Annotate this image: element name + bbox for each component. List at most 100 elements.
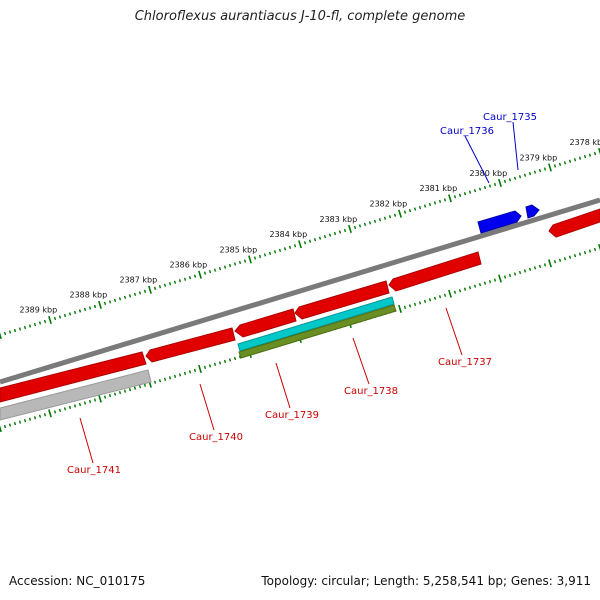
upper-scale-minor-tick xyxy=(53,316,57,321)
lower-scale-minor-tick xyxy=(218,361,222,365)
upper-scale-minor-tick xyxy=(433,201,437,205)
gene-caur_1738-cyan[interactable] xyxy=(237,296,395,352)
upper-scale-minor-tick xyxy=(563,161,567,165)
lower-scale-minor-tick xyxy=(133,386,137,390)
upper-scale-minor-tick xyxy=(173,280,177,284)
upper-scale-minor-tick xyxy=(283,247,287,251)
upper-scale-minor-tick xyxy=(438,199,442,204)
lower-scale-minor-tick xyxy=(108,393,112,398)
upper-scale-major-tick xyxy=(48,315,52,325)
scale-label-2388: 2388 kbp xyxy=(70,291,108,300)
lower-scale-minor-tick xyxy=(13,421,17,426)
upper-scale-minor-tick xyxy=(38,321,42,325)
lower-scale-minor-tick xyxy=(478,283,482,287)
lower-scale-minor-tick xyxy=(503,275,507,279)
lower-scale-minor-tick xyxy=(513,272,517,276)
lower-scale-major-tick xyxy=(0,425,2,433)
upper-scale-minor-tick xyxy=(108,300,112,304)
lower-scale-minor-tick xyxy=(528,267,532,272)
upper-scale-minor-tick xyxy=(493,182,497,187)
upper-scale-major-tick xyxy=(598,147,600,155)
upper-scale-minor-tick xyxy=(153,286,157,290)
lower-scale-minor-tick xyxy=(213,362,217,367)
gene-arrow-right-edge[interactable] xyxy=(548,208,600,238)
gene-label-caur_1741[interactable]: Caur_1741 xyxy=(67,465,121,476)
upper-scale-minor-tick xyxy=(583,155,587,159)
gene-caur_1738-olive[interactable] xyxy=(238,304,397,359)
upper-scale-major-tick xyxy=(548,163,552,172)
lower-scale-minor-tick xyxy=(138,385,142,389)
upper-scale-major-tick xyxy=(148,285,152,294)
scale-tick-labels: 2378 kbp 2379 kbp 2380 kbp 2381 kbp 2382 kbp… xyxy=(20,138,600,315)
genome-backbone xyxy=(0,197,600,385)
upper-scale-minor-tick xyxy=(278,248,282,252)
lower-scale-major-tick xyxy=(48,409,52,418)
gene-labels: Caur_1735 Caur_1736 Caur_1737 Caur_1738 … xyxy=(67,112,537,476)
lower-scale-minor-tick xyxy=(563,257,567,261)
upper-scale-minor-tick xyxy=(333,231,337,236)
upper-scale-minor-tick xyxy=(328,233,332,237)
gene-label-caur_1735[interactable]: Caur_1735 xyxy=(483,112,537,123)
gene-arrow-caur_1737[interactable] xyxy=(388,251,482,292)
upper-scale-minor-tick xyxy=(288,245,292,249)
upper-scale-major-tick xyxy=(498,178,502,187)
gene-arrow-caur_1740[interactable] xyxy=(145,327,236,363)
lower-scale-minor-tick xyxy=(543,263,547,267)
upper-scale-major-tick xyxy=(298,240,302,249)
upper-scale-minor-tick xyxy=(393,213,397,217)
lower-scale-minor-tick xyxy=(188,370,192,374)
upper-scale-minor-tick xyxy=(553,164,557,168)
gene-label-caur_1740[interactable]: Caur_1740 xyxy=(189,432,243,443)
upper-scale-minor-tick xyxy=(538,168,542,173)
upper-scale-minor-tick xyxy=(358,224,362,228)
upper-scale-minor-tick xyxy=(313,238,317,242)
gene-arrow-caur_1738-red[interactable] xyxy=(294,280,390,320)
upper-scale-minor-tick xyxy=(273,250,277,254)
upper-scale-minor-tick xyxy=(373,219,377,223)
lower-scale-minor-tick xyxy=(238,355,242,359)
gene-caur_1741-grey[interactable] xyxy=(0,369,152,421)
lower-scale-minor-tick xyxy=(23,419,27,423)
lower-scale-minor-tick xyxy=(63,407,67,411)
upper-scale-minor-tick xyxy=(473,188,477,193)
lower-scale-minor-tick xyxy=(473,284,477,288)
upper-scale-minor-tick xyxy=(93,304,97,309)
scale-label-2385: 2385 kbp xyxy=(220,245,258,254)
scale-label-2386: 2386 kbp xyxy=(170,260,208,269)
gene-label-caur_1736[interactable]: Caur_1736 xyxy=(440,126,494,137)
upper-scale-minor-tick xyxy=(233,262,237,266)
scale-label-2389: 2389 kbp xyxy=(20,306,58,315)
lower-scale-minor-tick xyxy=(58,408,62,412)
upper-scale-minor-tick xyxy=(118,297,122,301)
reverse-strand-genes xyxy=(0,208,600,421)
genome-summary-text: Topology: circular; Length: 5,258,541 bp… xyxy=(261,574,591,588)
upper-scale-minor-tick xyxy=(103,301,107,306)
lower-scale-minor-tick xyxy=(223,359,227,364)
lower-scale-minor-tick xyxy=(123,389,127,393)
lower-scale-minor-tick xyxy=(168,376,172,380)
gene-arrow-caur_1735[interactable] xyxy=(525,204,540,219)
gene-arrow-caur_1736[interactable] xyxy=(477,210,522,234)
gene-label-caur_1737[interactable]: Caur_1737 xyxy=(438,357,492,368)
lower-scale-minor-tick xyxy=(153,380,157,384)
gene-label-caur_1739[interactable]: Caur_1739 xyxy=(265,410,319,421)
upper-scale-minor-tick xyxy=(188,276,192,280)
gene-label-caur_1738[interactable]: Caur_1738 xyxy=(344,386,398,397)
upper-scale-minor-tick xyxy=(293,244,297,248)
lower-scale-minor-tick xyxy=(183,371,187,375)
upper-scale-minor-tick xyxy=(368,221,372,225)
lower-scale-minor-tick xyxy=(118,391,122,395)
upper-scale-minor-tick xyxy=(593,151,597,156)
forward-strand-genes xyxy=(477,204,540,234)
gene-arrow-caur_1739[interactable] xyxy=(234,308,297,338)
lower-scale-minor-tick xyxy=(588,249,592,253)
upper-scale-minor-tick xyxy=(228,263,232,268)
upper-scale-minor-tick xyxy=(468,190,472,194)
lower-scale-minor-tick xyxy=(428,298,432,302)
upper-scale-minor-tick xyxy=(263,253,267,257)
gene-arrow-caur_1741-upper[interactable] xyxy=(0,351,147,403)
upper-scale-minor-tick xyxy=(478,187,482,191)
upper-scale-minor-tick xyxy=(443,198,447,202)
upper-scale-minor-tick xyxy=(508,178,512,182)
upper-scale-minor-tick xyxy=(28,324,32,328)
